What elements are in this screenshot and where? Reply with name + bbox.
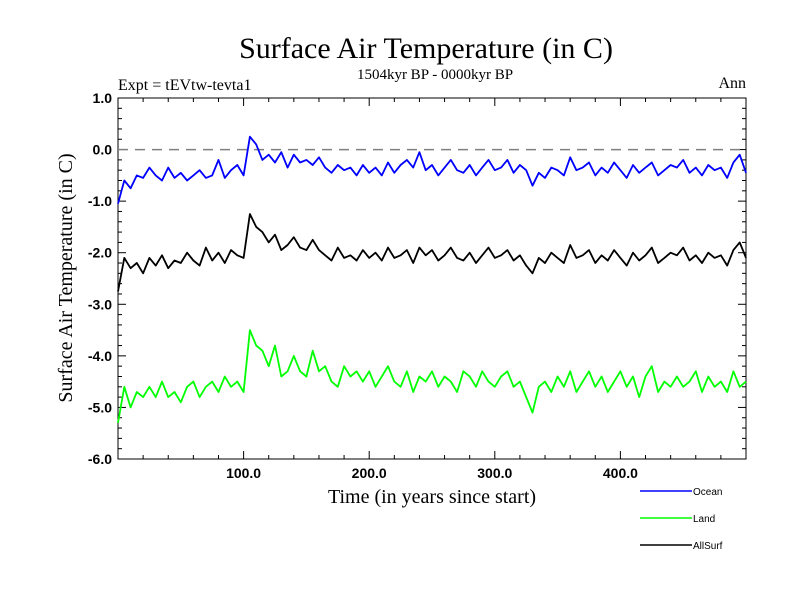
- y-tick-label: -1.0: [88, 193, 112, 209]
- y-tick-label: 0.0: [93, 142, 113, 158]
- y-tick-label: -4.0: [88, 348, 112, 364]
- legend-label-allsurf: AllSurf: [693, 541, 723, 552]
- y-tick-labels: 1.0 0.0 -1.0 -2.0 -3.0 -4.0 -5.0 -6.0: [88, 90, 112, 467]
- series-land-line: [117, 329, 747, 424]
- x-tick-label: 200.0: [352, 465, 387, 481]
- y-tick-label: -2.0: [88, 245, 112, 261]
- x-tick-labels: 100.0 200.0 300.0 400.0: [226, 465, 638, 481]
- season-label: Ann: [718, 75, 746, 92]
- y-axis-label: Surface Air Temperature (in C): [55, 153, 77, 402]
- plot-frame: [117, 97, 747, 460]
- legend: Ocean Land AllSurf: [640, 487, 723, 552]
- chart-title: Surface Air Temperature (in C): [239, 32, 613, 65]
- experiment-label: Expt = tEVtw-tevta1: [118, 77, 251, 94]
- y-tick-label: -3.0: [88, 296, 112, 312]
- series-allsurf-line: [117, 213, 747, 292]
- series-lines: [117, 135, 747, 424]
- x-tick-label: 100.0: [226, 465, 261, 481]
- series-ocean-line: [117, 135, 747, 204]
- y-tick-label: -6.0: [88, 451, 112, 467]
- x-tick-label: 400.0: [603, 465, 638, 481]
- x-tick-label: 300.0: [477, 465, 512, 481]
- y-tick-label: -5.0: [88, 399, 112, 415]
- x-axis-label: Time (in years since start): [328, 486, 536, 508]
- chart-subtitle: 1504kyr BP - 0000kyr BP: [357, 67, 513, 83]
- legend-label-land: Land: [693, 514, 715, 525]
- y-tick-label: 1.0: [93, 90, 113, 106]
- axis-ticks: [118, 97, 746, 460]
- legend-label-ocean: Ocean: [693, 487, 722, 498]
